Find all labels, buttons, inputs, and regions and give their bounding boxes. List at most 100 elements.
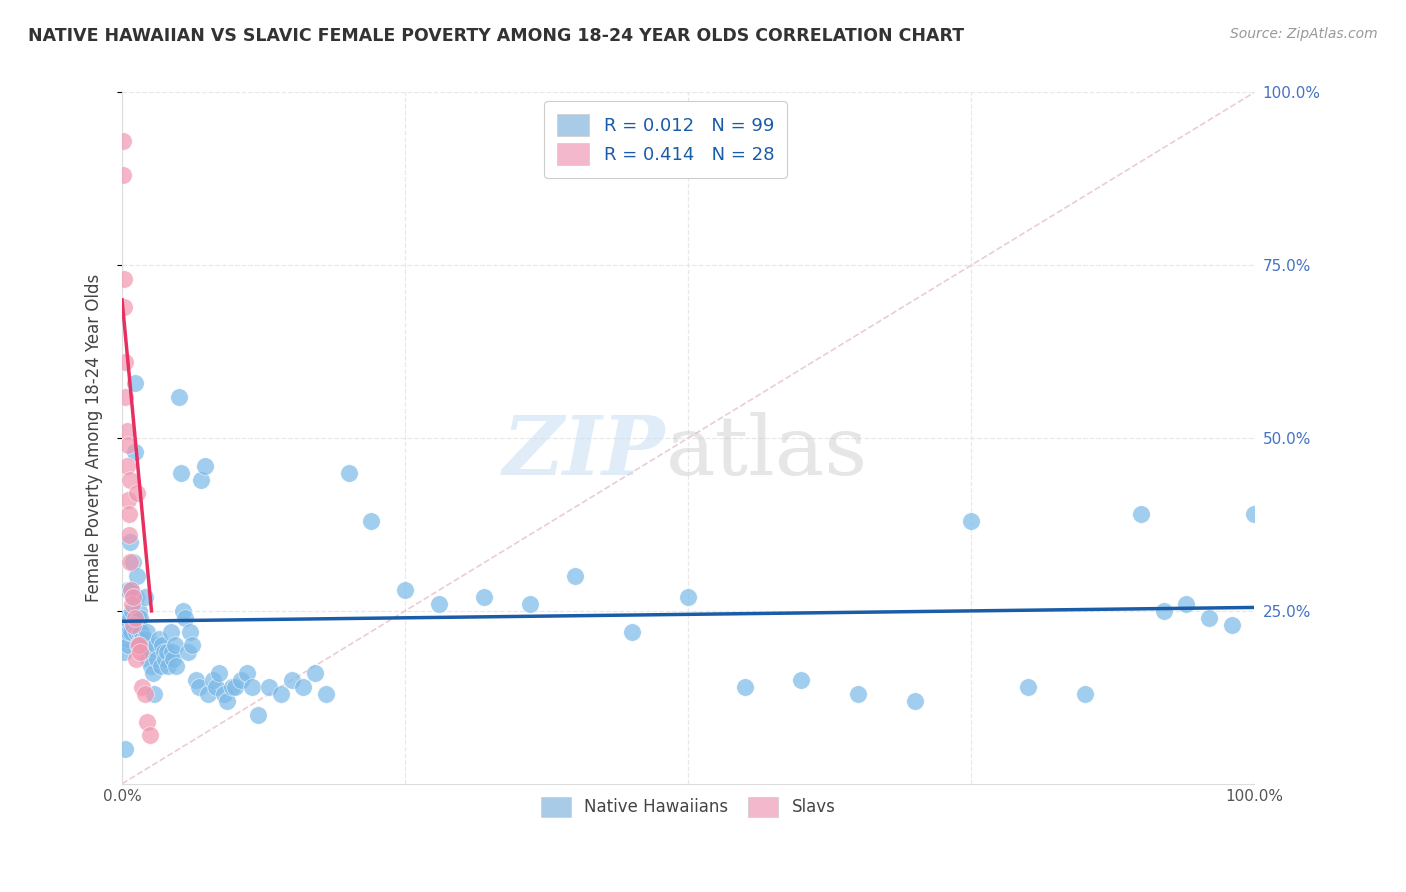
- Point: [112, 272, 135, 286]
- Point: [165, 659, 187, 673]
- Point: [131, 680, 153, 694]
- Text: NATIVE HAWAIIAN VS SLAVIC FEMALE POVERTY AMONG 18-24 YEAR OLDS CORRELATION CHART: NATIVE HAWAIIAN VS SLAVIC FEMALE POVERTY…: [28, 27, 965, 45]
- Point: [128, 624, 150, 639]
- Point: [124, 611, 146, 625]
- Y-axis label: Female Poverty Among 18-24 Year Olds: Female Poverty Among 18-24 Year Olds: [86, 274, 103, 602]
- Point: [240, 680, 263, 694]
- Point: [112, 169, 135, 183]
- Point: [124, 624, 146, 639]
- Point: [136, 714, 159, 729]
- Point: [112, 645, 135, 659]
- Point: [127, 639, 149, 653]
- Point: [229, 673, 252, 687]
- Point: [170, 466, 193, 480]
- Point: [122, 590, 145, 604]
- Point: [1153, 604, 1175, 618]
- Point: [221, 680, 243, 694]
- Point: [122, 590, 145, 604]
- Point: [117, 639, 139, 653]
- Point: [1198, 611, 1220, 625]
- Point: [427, 597, 450, 611]
- Point: [224, 680, 246, 694]
- Point: [129, 624, 152, 639]
- Point: [142, 666, 165, 681]
- Point: [118, 473, 141, 487]
- Point: [121, 597, 143, 611]
- Point: [148, 632, 170, 646]
- Text: ZIP: ZIP: [503, 412, 665, 491]
- Point: [184, 673, 207, 687]
- Point: [124, 445, 146, 459]
- Point: [904, 694, 927, 708]
- Point: [132, 639, 155, 653]
- Point: [128, 604, 150, 618]
- Text: atlas: atlas: [665, 412, 868, 491]
- Point: [156, 645, 179, 659]
- Point: [145, 639, 167, 653]
- Point: [117, 493, 139, 508]
- Point: [159, 624, 181, 639]
- Point: [141, 659, 163, 673]
- Point: [139, 645, 162, 659]
- Point: [139, 728, 162, 742]
- Point: [676, 590, 699, 604]
- Point: [315, 687, 337, 701]
- Point: [165, 639, 187, 653]
- Point: [128, 639, 150, 653]
- Point: [118, 534, 141, 549]
- Point: [112, 624, 135, 639]
- Point: [142, 687, 165, 701]
- Point: [208, 666, 231, 681]
- Point: [304, 666, 326, 681]
- Point: [114, 390, 136, 404]
- Point: [177, 645, 200, 659]
- Point: [194, 458, 217, 473]
- Point: [360, 514, 382, 528]
- Point: [394, 583, 416, 598]
- Point: [146, 652, 169, 666]
- Point: [117, 583, 139, 598]
- Point: [181, 639, 204, 653]
- Point: [1130, 507, 1153, 521]
- Point: [122, 617, 145, 632]
- Point: [235, 666, 257, 681]
- Point: [205, 680, 228, 694]
- Point: [217, 694, 239, 708]
- Point: [127, 611, 149, 625]
- Point: [337, 466, 360, 480]
- Point: [179, 624, 201, 639]
- Point: [114, 742, 136, 756]
- Point: [172, 604, 194, 618]
- Point: [131, 632, 153, 646]
- Point: [125, 569, 148, 583]
- Point: [190, 473, 212, 487]
- Point: [114, 355, 136, 369]
- Point: [115, 458, 138, 473]
- Point: [122, 556, 145, 570]
- Point: [115, 424, 138, 438]
- Point: [153, 652, 176, 666]
- Point: [846, 687, 869, 701]
- Point: [564, 569, 586, 583]
- Point: [120, 583, 142, 598]
- Point: [115, 632, 138, 646]
- Text: Source: ZipAtlas.com: Source: ZipAtlas.com: [1230, 27, 1378, 41]
- Point: [121, 604, 143, 618]
- Point: [270, 687, 292, 701]
- Point: [112, 134, 135, 148]
- Point: [118, 528, 141, 542]
- Point: [124, 590, 146, 604]
- Point: [149, 659, 172, 673]
- Point: [124, 652, 146, 666]
- Point: [259, 680, 281, 694]
- Point: [134, 632, 156, 646]
- Point: [120, 583, 142, 598]
- Point: [734, 680, 756, 694]
- Point: [153, 645, 176, 659]
- Point: [167, 390, 190, 404]
- Point: [120, 624, 142, 639]
- Point: [129, 611, 152, 625]
- Point: [134, 687, 156, 701]
- Point: [519, 597, 541, 611]
- Point: [124, 376, 146, 390]
